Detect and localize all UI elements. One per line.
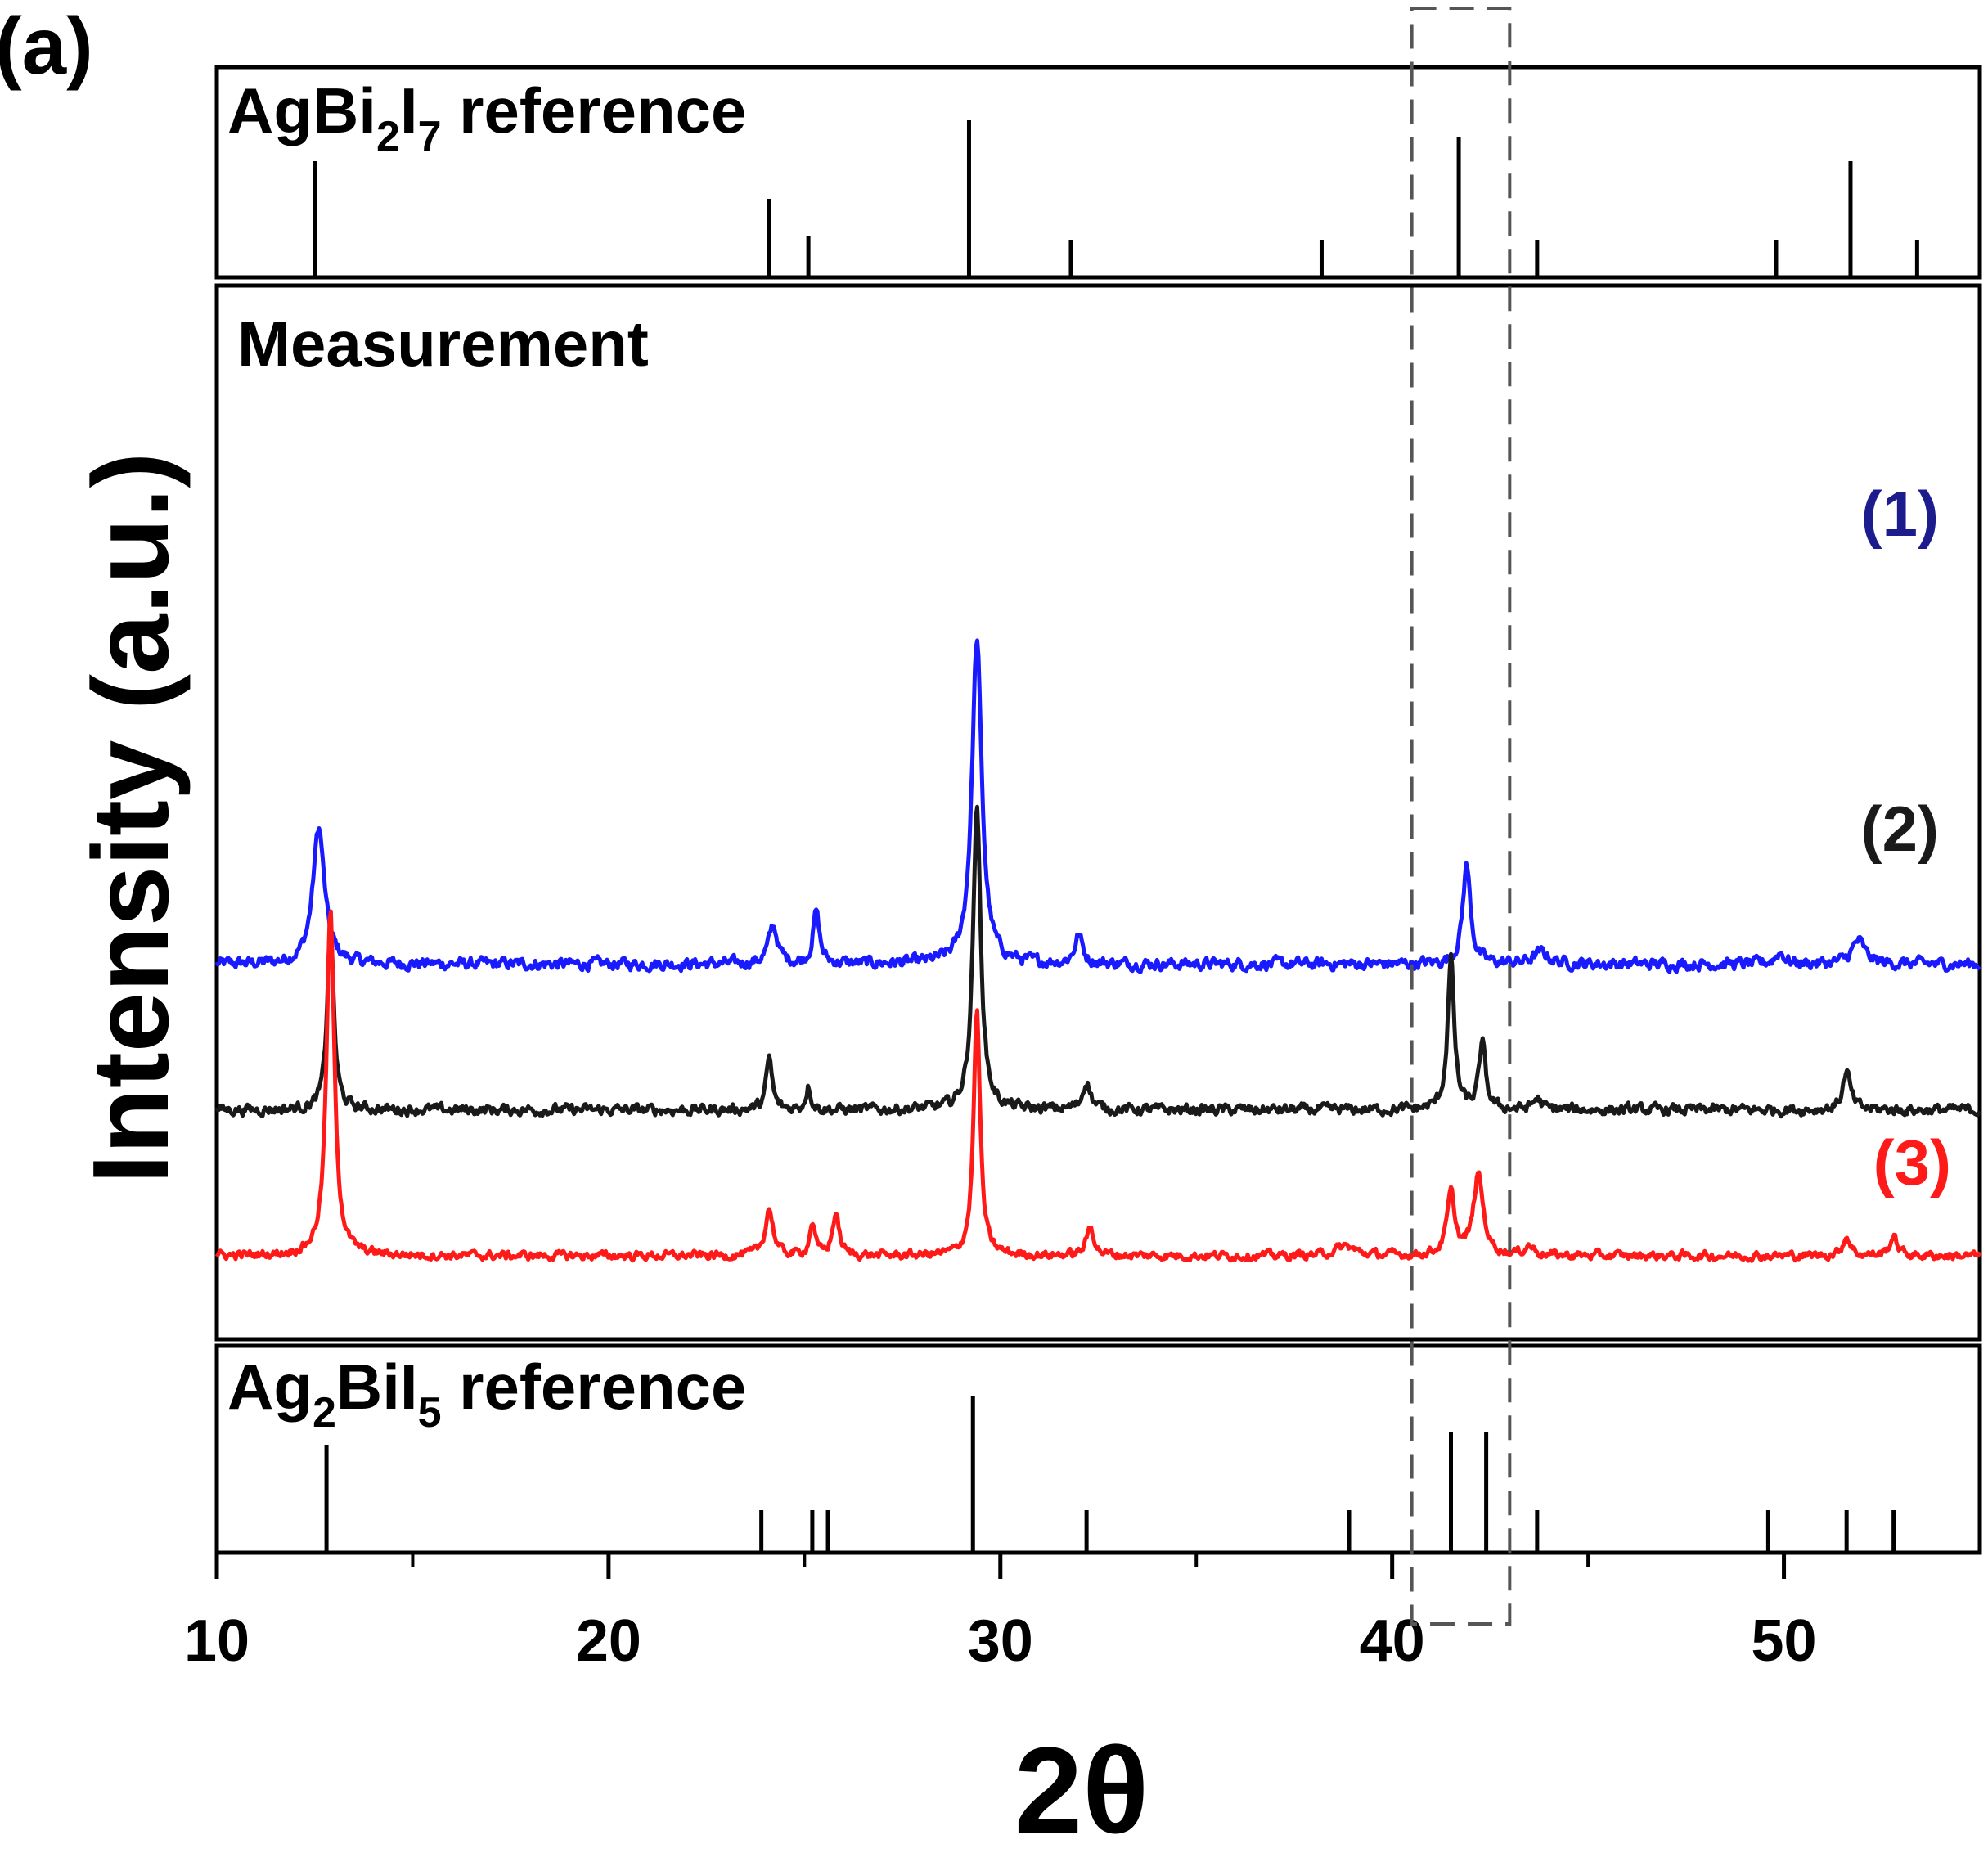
y-axis-title: Intensity (a.u.) [70, 452, 191, 1185]
panel-label: (a) [0, 1, 93, 91]
top-reference-sticks [313, 120, 1919, 276]
series-line-3 [214, 909, 1982, 1263]
panel-frame-bottom [214, 1343, 1982, 1555]
x-tick-label-30: 30 [968, 1608, 1033, 1674]
highlight-region-box [1410, 7, 1512, 1626]
series-label-1: (1) [1861, 478, 1939, 550]
x-axis-title: 2θ [1014, 1721, 1149, 1849]
middle-panel-title: Measurement [237, 308, 649, 380]
bottom-reference-sticks [324, 1396, 1896, 1551]
x-tick-label-10: 10 [184, 1608, 250, 1674]
x-tick-label-20: 20 [576, 1608, 641, 1674]
series-line-1 [214, 638, 1981, 974]
x-axis: 10 20 30 40 50 [184, 1553, 1817, 1674]
bottom-panel-title: Ag2BiI5 reference [227, 1351, 746, 1437]
series-line-2 [214, 804, 1981, 1119]
x-tick-label-40: 40 [1360, 1608, 1425, 1674]
series-label-2: (2) [1861, 793, 1939, 865]
x-tick-label-50: 50 [1752, 1608, 1817, 1674]
measurement-series [214, 638, 1982, 1263]
panel-frame-middle [214, 283, 1982, 1342]
panel-frame-top [214, 65, 1982, 280]
series-label-3: (3) [1873, 1127, 1951, 1199]
top-panel-title: AgBi2I7 reference [227, 74, 746, 160]
